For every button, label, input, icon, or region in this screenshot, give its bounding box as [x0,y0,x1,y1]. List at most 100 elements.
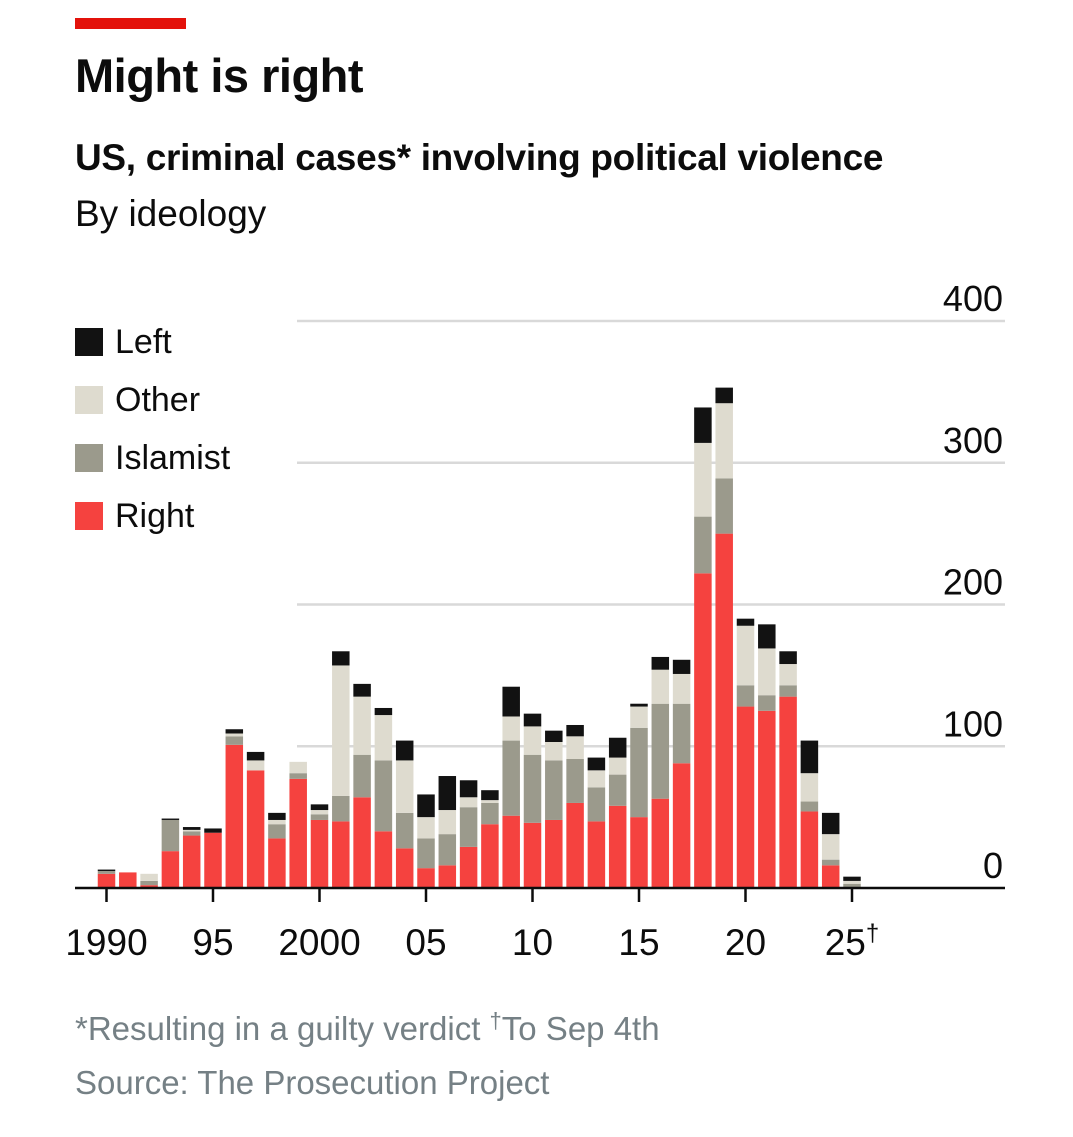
bar-other-2024 [821,834,840,860]
bar-right-1996 [225,744,244,888]
bar-other-2022 [779,664,797,686]
bar-other-2010 [523,726,542,755]
bar-right-2022 [779,696,797,888]
bar-islamist-2005 [417,838,435,869]
bar-stack-2008 [481,790,499,888]
bar-other-2002 [353,696,371,755]
bar-left-2013 [587,757,606,771]
footnote: *Resulting in a guilty verdict †To Sep 4… [75,1008,660,1048]
bar-stack-1994 [182,827,201,888]
bar-right-1999 [289,778,307,888]
bar-other-2016 [651,669,670,704]
bar-right-2002 [353,797,371,888]
bar-right-1993 [161,851,180,888]
bar-stack-2003 [374,707,393,888]
chart-subsubtitle: By ideology [75,193,267,234]
x-tick-label-1990: 1990 [65,922,147,963]
bar-other-2017 [672,673,691,704]
bar-right-1997 [246,770,265,888]
bar-left-2017 [672,659,691,674]
bar-right-2014 [608,805,627,888]
bar-left-2012 [566,724,584,737]
bar-stack-2012 [566,724,584,888]
bar-left-2002 [353,683,371,697]
bar-other-2005 [417,817,435,839]
bar-other-2025 [843,880,861,884]
bar-other-2004 [395,760,414,813]
bar-left-2024 [821,812,840,835]
bar-islamist-2001 [332,795,350,822]
bar-right-2016 [651,798,670,888]
bar-right-2018 [694,573,712,888]
bar-other-2007 [459,797,478,808]
bar-stack-2022 [779,651,797,888]
stacked-bar-chart: 0 100 200 300 400 1990 95 2000 05 10 15 20 25† [65,278,1005,963]
bar-other-2019 [715,403,733,479]
bar-islamist-2022 [779,685,797,697]
bar-islamist-2012 [566,759,584,803]
bar-left-2007 [459,780,478,798]
bar-other-1996 [225,733,244,737]
bar-right-2001 [332,821,350,888]
bar-islamist-1998 [268,824,286,839]
legend-label-other: Other [115,380,201,419]
bar-islamist-2015 [630,727,648,818]
bar-stack-1991 [119,872,137,888]
bar-left-1996 [225,729,244,734]
bar-islamist-1996 [225,736,244,745]
legend-item-other: Other [75,371,230,429]
legend-swatch-right [75,502,103,530]
bar-right-2000 [310,819,329,888]
bar-stack-1996 [225,729,244,888]
bar-islamist-2010 [523,754,542,823]
bar-stack-1998 [268,812,286,888]
legend-label-islamist: Islamist [115,438,231,477]
bar-left-1998 [268,812,286,820]
bar-right-2013 [587,821,606,888]
bar-other-2020 [736,625,755,686]
bar-other-2000 [310,810,329,815]
bar-left-2014 [608,737,627,758]
bar-stack-1995 [204,828,222,888]
bar-islamist-2011 [545,760,563,820]
bar-stack-2016 [651,656,670,888]
bar-stack-1999 [289,761,307,888]
bar-right-2003 [374,831,393,888]
bar-left-2015 [630,703,648,707]
bar-stack-2013 [587,757,606,888]
bar-stack-2004 [395,740,414,888]
bar-islamist-2019 [715,478,733,534]
bar-left-2018 [694,407,712,443]
bar-left-2019 [715,387,733,404]
bar-other-2014 [608,757,627,775]
bar-left-2021 [758,624,776,649]
y-tick-label-100: 100 [943,703,1003,744]
bar-islamist-1994 [182,831,201,836]
bar-right-2021 [758,710,776,888]
x-tick-label-2020: 20 [725,922,766,963]
bar-other-1999 [289,761,307,774]
bar-right-2012 [566,802,584,888]
bar-left-2005 [417,794,435,818]
bar-other-2018 [694,442,712,517]
bar-right-2024 [821,865,840,888]
bar-left-2022 [779,651,797,665]
legend-item-right: Right [75,487,230,545]
bar-stack-2002 [353,683,371,888]
bar-islamist-2014 [608,774,627,806]
bar-stack-2009 [502,686,520,888]
bar-stack-2025 [843,876,861,888]
bar-right-2019 [715,533,733,888]
bar-stack-2011 [545,730,563,888]
bar-left-2020 [736,618,755,626]
chart-subtitle: US, criminal cases* involving political … [75,137,884,178]
legend-swatch-other [75,386,103,414]
bar-other-2011 [545,741,563,761]
bar-right-2008 [481,824,499,888]
bar-islamist-2003 [374,760,393,832]
bar-right-2017 [672,763,691,888]
bar-left-1993 [161,818,180,820]
bar-islamist-2007 [459,807,478,847]
bar-right-2010 [523,822,542,888]
bar-right-2006 [438,865,457,888]
